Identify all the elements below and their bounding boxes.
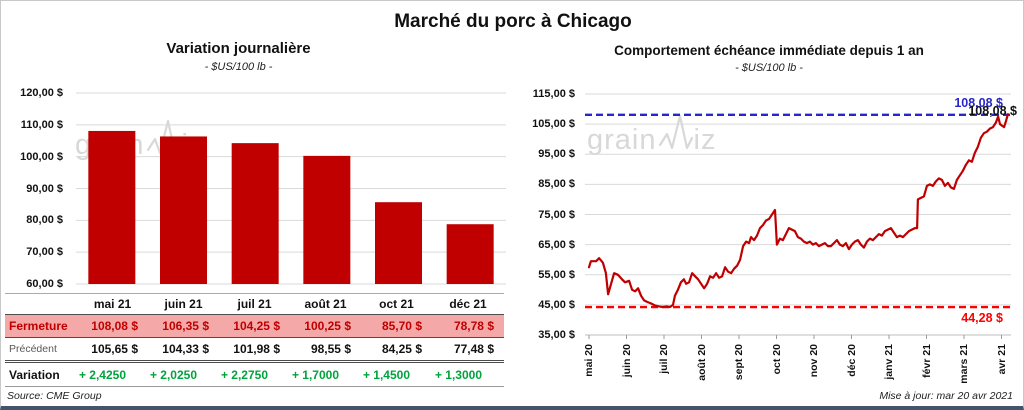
bar-déc 21 xyxy=(446,224,494,284)
min-price-label: 44,28 $ xyxy=(961,311,1003,325)
bar-y-tick-label: 90,00 $ xyxy=(26,182,63,195)
row-label: Précédent xyxy=(5,337,77,363)
watermark-text-prefix: grain xyxy=(587,124,657,156)
bar-chart-subtitle: - $US/100 lb - xyxy=(204,61,273,73)
bar-juil 21 xyxy=(231,143,279,284)
line-y-tick-label: 65,00 $ xyxy=(538,238,575,251)
table-cell: 101,98 $ xyxy=(219,337,290,363)
line-x-tick-label: juil 20 xyxy=(658,344,670,374)
bar-mai 21 xyxy=(88,130,136,284)
table-row-variation: Variation + 2,4250 + 2,0250 + 2,2750 + 1,700… xyxy=(5,361,504,387)
line-y-tick-label: 75,00 $ xyxy=(538,208,575,221)
bar-y-tick-label: 60,00 $ xyxy=(26,278,63,290)
bar-juin 21 xyxy=(160,136,207,284)
row-label: Variation xyxy=(5,361,77,387)
line-y-tick-label: 105,00 $ xyxy=(532,118,575,131)
table-cell: 108,08 $ xyxy=(77,314,148,338)
table-row-precedent: Précédent 105,65 $104,33 $101,98 $98,55 $… xyxy=(5,337,504,363)
line-y-tick-label: 95,00 $ xyxy=(538,148,575,161)
table-cell: + 1,3000 xyxy=(432,361,504,387)
table-cell: + 2,2750 xyxy=(219,361,290,387)
line-x-tick-label: oct 20 xyxy=(770,344,783,375)
line-x-tick-label: nov 20 xyxy=(808,344,820,378)
line-chart-title: Comportement échéance immédiate depuis 1… xyxy=(614,43,924,58)
table-cell: 84,25 $ xyxy=(361,337,432,363)
price-line xyxy=(587,113,1009,309)
table-header-row: mai 21 juin 21 juil 21 août 21 oct 21 déc 21 xyxy=(5,293,504,315)
grainwiz-watermark: grain iz xyxy=(587,113,716,155)
table-month-header: mai 21 xyxy=(77,293,148,315)
bar-y-tick-label: 100,00 $ xyxy=(20,150,63,163)
bar-y-tick-label: 70,00 $ xyxy=(26,246,63,259)
table-month-header: juil 21 xyxy=(219,293,290,315)
line-y-tick-label: 115,00 $ xyxy=(532,88,575,100)
max-price-label-black: 108,08 $ xyxy=(968,104,1017,118)
bar-août 21 xyxy=(303,155,351,284)
table-cell: 105,65 $ xyxy=(77,337,148,363)
page-title: Marché du porc à Chicago xyxy=(394,11,632,32)
bar-chart-title: Variation journalière xyxy=(166,40,311,57)
line-y-tick-label: 35,00 $ xyxy=(538,329,575,341)
table-month-header: déc 21 xyxy=(432,293,504,315)
table-cell: + 1,4500 xyxy=(361,361,432,387)
line-y-tick-label: 85,00 $ xyxy=(538,178,575,191)
updated-note: Mise à jour: mar 20 avr 2021 xyxy=(879,390,1013,402)
table-corner-cell xyxy=(5,293,77,315)
table-month-header: août 21 xyxy=(290,293,361,315)
table-month-header: oct 21 xyxy=(361,293,432,315)
table-cell: 77,48 $ xyxy=(432,337,504,363)
table-cell: + 1,7000 xyxy=(290,361,361,387)
line-x-tick-label: sept 20 xyxy=(733,344,745,381)
table-cell: + 2,4250 xyxy=(77,361,148,387)
source-note: Source: CME Group xyxy=(7,390,102,402)
table-cell: 104,33 $ xyxy=(148,337,219,363)
bar-y-tick-label: 80,00 $ xyxy=(26,214,63,227)
line-x-tick-label: juin 20 xyxy=(620,344,633,378)
bar-oct 21 xyxy=(375,202,422,284)
table-cell: 100,25 $ xyxy=(290,314,361,338)
line-chart-subtitle: - $US/100 lb - xyxy=(735,62,803,74)
bar-chart xyxy=(76,92,506,285)
price-table: mai 21 juin 21 juil 21 août 21 oct 21 déc 21 F… xyxy=(5,293,504,387)
max-price-label-blue: 108,08 $ xyxy=(954,96,1003,110)
table-cell: 98,55 $ xyxy=(290,337,361,363)
line-x-tick-label: août 20 xyxy=(695,344,708,381)
table-month-header: juin 21 xyxy=(148,293,219,315)
table-cell: 106,35 $ xyxy=(148,314,219,338)
bar-y-tick-label: 120,00 $ xyxy=(20,87,63,99)
table-cell: + 2,0250 xyxy=(148,361,219,387)
table-cell: 78,78 $ xyxy=(432,314,504,338)
line-y-tick-label: 45,00 $ xyxy=(538,298,575,311)
bar-y-tick-label: 110,00 $ xyxy=(20,118,63,131)
watermark-text-suffix: iz xyxy=(693,124,717,156)
line-chart xyxy=(585,93,1011,339)
table-row-fermeture: Fermeture 108,08 $106,35 $104,25 $100,25 … xyxy=(5,314,504,338)
line-x-tick-label: déc 20 xyxy=(845,344,858,377)
row-label: Fermeture xyxy=(5,314,77,338)
table-cell: 85,70 $ xyxy=(361,314,432,338)
grainwiz-logo-icon xyxy=(658,114,693,150)
line-x-tick-label: mai 20 xyxy=(583,344,595,377)
table-cell: 104,25 $ xyxy=(219,314,290,338)
line-y-tick-label: 55,00 $ xyxy=(538,268,575,281)
